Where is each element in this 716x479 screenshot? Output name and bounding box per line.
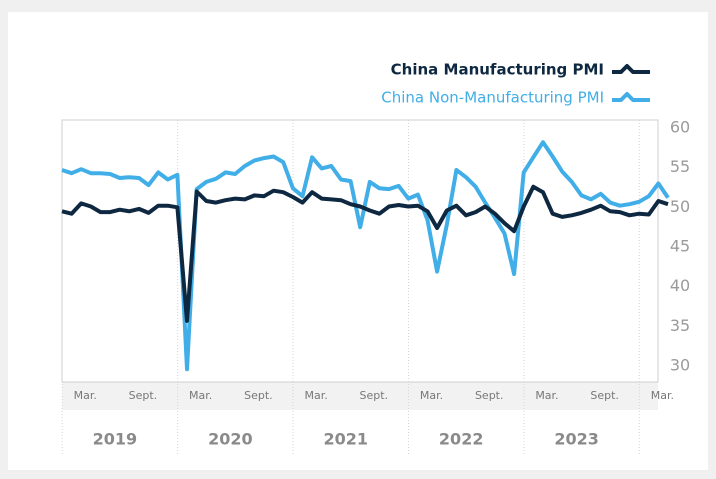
x-tick-label: Mar. [74, 389, 97, 402]
x-tick-label: Mar. [535, 389, 558, 402]
y-tick-label: 45 [670, 237, 690, 256]
y-tick-label: 60 [670, 117, 690, 136]
series-line [61, 184, 669, 323]
y-tick-label: 55 [670, 157, 690, 176]
legend-swatch [612, 64, 650, 74]
year-label: 2020 [208, 430, 253, 449]
series-line [61, 140, 670, 372]
y-tick-label: 50 [670, 197, 690, 216]
plot-frame [61, 119, 659, 383]
x-tick-label: Sept. [129, 389, 158, 402]
legend-label: China Manufacturing PMI [391, 61, 604, 79]
x-tick-label: Mar. [651, 389, 674, 402]
legend-swatch [612, 92, 650, 102]
year-label: 2019 [93, 430, 138, 449]
y-tick-label: 40 [670, 276, 690, 295]
legend-label: China Non-Manufacturing PMI [381, 89, 604, 107]
x-tick-label: Sept. [590, 389, 619, 402]
y-tick-label: 35 [670, 316, 690, 335]
x-tick-label: Sept. [244, 389, 273, 402]
y-tick-label: 30 [670, 356, 690, 375]
x-tick-label: Sept. [360, 389, 389, 402]
year-label: 2023 [554, 430, 599, 449]
x-tick-label: Mar. [189, 389, 212, 402]
year-label: 2021 [323, 430, 368, 449]
year-label: 2022 [439, 430, 484, 449]
x-tick-label: Sept. [475, 389, 504, 402]
x-tick-label: Mar. [420, 389, 443, 402]
month-band [62, 382, 658, 410]
x-tick-label: Mar. [304, 389, 327, 402]
